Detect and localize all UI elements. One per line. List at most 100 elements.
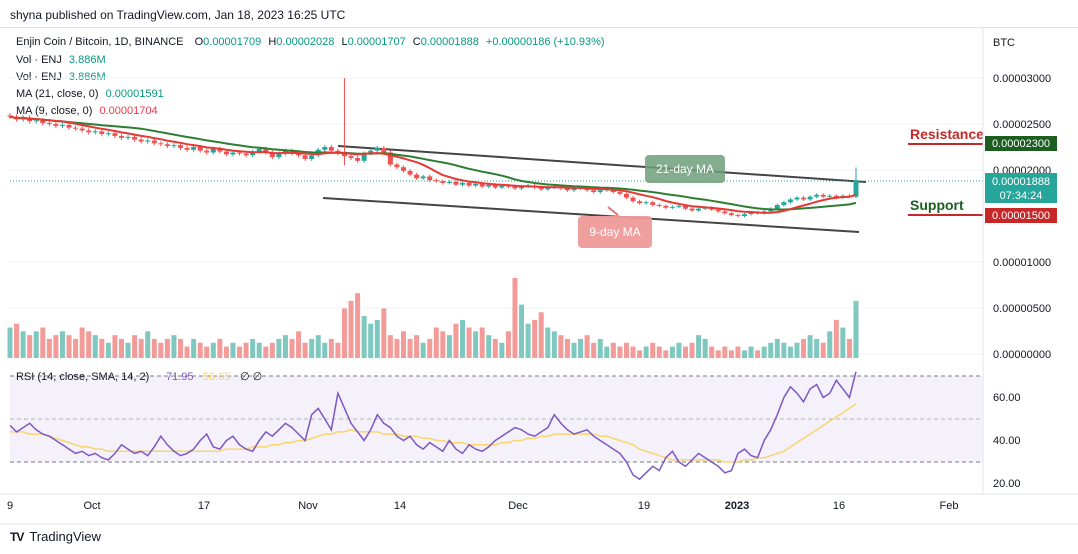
volume-bar — [14, 323, 20, 358]
candle-body — [591, 190, 597, 193]
candle-body — [486, 184, 492, 187]
symbol-name[interactable]: Enjin Coin / Bitcoin, 1D, BINANCE — [16, 36, 184, 48]
candle-body — [814, 194, 820, 197]
resistance-price: 0.00002300 — [992, 138, 1050, 150]
candle-body — [178, 145, 184, 148]
candle-body — [427, 176, 433, 181]
volume-bar — [774, 338, 780, 358]
rsi-legend-label[interactable]: RSI (14, close, SMA, 14, 2) — [16, 371, 149, 383]
volume-bar — [742, 350, 748, 358]
volume-bar — [86, 331, 92, 358]
volume-bar — [604, 346, 610, 358]
countdown: 07:34:24 — [1000, 190, 1043, 202]
volume-bar — [400, 331, 406, 358]
candle-body — [118, 135, 124, 138]
volume-bar — [282, 335, 288, 358]
candle-body — [184, 147, 190, 150]
volume-bar — [355, 293, 361, 358]
volume-bar — [663, 350, 669, 358]
tradingview-brand[interactable]: TV TradingView — [10, 529, 101, 544]
volume-bar — [433, 327, 439, 358]
candle-body — [407, 170, 413, 175]
candle-body — [33, 120, 39, 122]
volume-bar — [820, 342, 826, 358]
volume-bar — [492, 338, 498, 358]
candle-body — [250, 151, 256, 156]
ma21-annotation[interactable]: 21-day MA — [645, 155, 725, 183]
volume-bar — [715, 350, 721, 358]
volume-bar — [525, 323, 531, 358]
channel-lower-line[interactable] — [322, 197, 860, 233]
time-tick-label: 9 — [7, 500, 13, 512]
candle-body — [794, 197, 800, 200]
candle-body — [276, 153, 282, 158]
candle-body — [46, 123, 52, 125]
rsi-legend-extra: ∅ ∅ — [240, 371, 262, 383]
volume-bar — [551, 331, 557, 358]
candle-body — [650, 202, 656, 205]
candle-body — [73, 127, 79, 129]
candlesticks — [7, 78, 859, 218]
volume-bar — [138, 338, 144, 358]
volume-legend-2[interactable]: Vol · ENJ 3.886M — [16, 71, 106, 83]
volume-bar — [545, 327, 551, 358]
high-value: 0.00002028 — [276, 36, 335, 48]
volume-bar — [394, 338, 400, 358]
rsi-line — [9, 371, 857, 481]
candle-body — [125, 136, 131, 138]
time-tick-label: Nov — [298, 500, 318, 512]
volume-bar — [512, 278, 518, 358]
ma9-annotation-pointer — [607, 206, 619, 216]
ma9-annotation[interactable]: 9-day MA — [578, 216, 652, 248]
candle-body — [466, 182, 472, 186]
candle-body — [473, 183, 479, 186]
volume-bar — [499, 342, 505, 358]
volume-bar — [105, 342, 111, 358]
volume-bar — [263, 346, 269, 358]
candle-body — [643, 202, 649, 204]
chart-frame[interactable] — [0, 27, 1078, 525]
candle-body — [696, 208, 702, 211]
volume-bar — [302, 342, 308, 358]
candle-body — [833, 195, 839, 198]
volume-bar — [709, 346, 715, 358]
candle-body — [617, 192, 623, 194]
volume-bar — [519, 304, 525, 358]
candle-body — [158, 143, 164, 145]
currency-label[interactable]: BTC — [993, 37, 1015, 49]
volume-legend-1[interactable]: Vol · ENJ 3.886M — [16, 54, 106, 66]
candle-body — [597, 190, 603, 193]
time-tick-label: 17 — [198, 500, 210, 512]
volume-bar — [623, 342, 629, 358]
volume-bar — [230, 342, 236, 358]
volume-bar — [322, 342, 328, 358]
volume-bar — [440, 331, 446, 358]
candle-body — [53, 124, 59, 126]
brand-name: TradingView — [29, 529, 101, 544]
volume-bar — [532, 319, 538, 358]
candle-body — [223, 151, 229, 155]
volume-bar — [643, 346, 649, 358]
candle-body — [781, 202, 787, 205]
candle-body — [414, 174, 420, 179]
time-tick-label: 14 — [394, 500, 406, 512]
candle-body — [453, 181, 459, 185]
volume-bar — [132, 335, 138, 358]
candle-body — [86, 130, 92, 133]
candle-body — [269, 152, 275, 158]
channel-upper-line[interactable] — [337, 145, 867, 183]
volume-bar — [578, 338, 584, 358]
candle-body — [217, 148, 223, 152]
volume-bar — [112, 335, 118, 358]
volume-bar — [164, 338, 170, 358]
support-label: Support — [910, 197, 964, 213]
time-tick-label: Oct — [83, 500, 100, 512]
ma21-legend[interactable]: MA (21, close, 0) 0.00001591 — [16, 88, 164, 100]
high-label: H — [268, 36, 277, 48]
ma21-line — [9, 115, 857, 211]
candle-body — [722, 211, 728, 214]
ma9-legend[interactable]: MA (9, close, 0) 0.00001704 — [16, 105, 158, 117]
ma21-label: MA (21, close, 0) — [16, 88, 99, 100]
volume-bar — [40, 327, 46, 358]
